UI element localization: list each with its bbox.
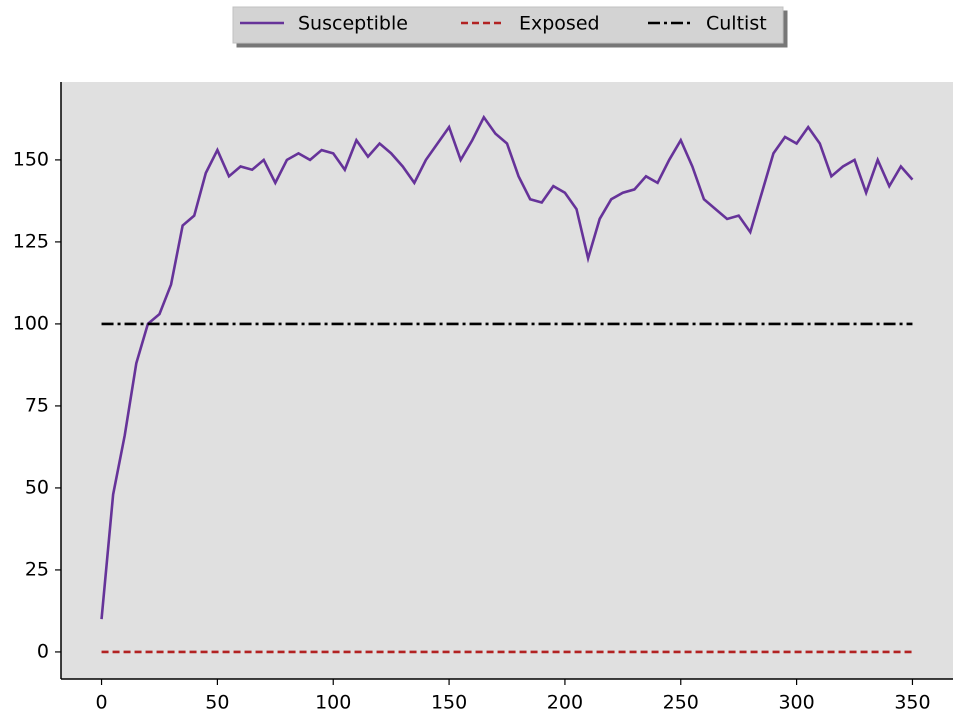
legend: Susceptible Exposed Cultist bbox=[232, 6, 784, 44]
x-tick-label: 300 bbox=[778, 692, 814, 714]
y-tick-label: 75 bbox=[25, 394, 49, 416]
legend-label: Cultist bbox=[706, 13, 767, 35]
y-tick-label: 100 bbox=[13, 312, 49, 334]
series-line bbox=[100, 114, 914, 620]
legend-label: Susceptible bbox=[298, 13, 408, 35]
y-tick-label: 150 bbox=[13, 148, 49, 170]
y-tick-label: 25 bbox=[25, 558, 49, 580]
x-tick-label: 150 bbox=[431, 692, 467, 714]
x-tick-label: 0 bbox=[95, 692, 107, 714]
legend-label: Exposed bbox=[519, 13, 600, 35]
x-tick-label: 100 bbox=[315, 692, 351, 714]
legend-box bbox=[232, 6, 784, 44]
y-tick-label: 0 bbox=[37, 640, 49, 662]
x-tick-label: 200 bbox=[547, 692, 583, 714]
y-tick-label: 50 bbox=[25, 476, 49, 498]
x-tick-label: 50 bbox=[205, 692, 229, 714]
plot-area bbox=[61, 82, 953, 679]
x-tick-label: 350 bbox=[894, 692, 930, 714]
x-tick-label: 250 bbox=[663, 692, 699, 714]
y-tick-label: 125 bbox=[13, 230, 49, 252]
